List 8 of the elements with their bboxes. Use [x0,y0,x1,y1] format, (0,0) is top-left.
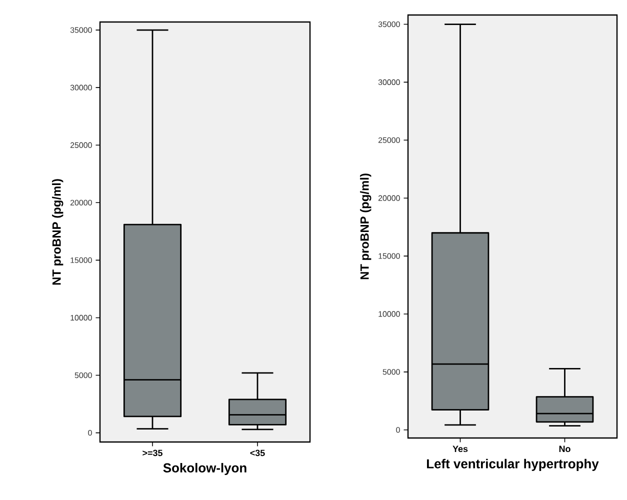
x-axis-title: Left ventricular hypertrophy [427,458,599,471]
x-tick-label: >=35 [142,450,162,456]
x-tick-label: <35 [250,450,265,456]
x-tick-label: No [559,446,570,452]
x-tick-label: Yes [452,446,468,452]
x-axis-title: Sokolow-lyon [163,462,246,476]
y-axis-title: NT proBNP (pg/ml) [360,174,372,280]
y-axis-title: NT proBNP (pg/ml) [52,179,64,285]
